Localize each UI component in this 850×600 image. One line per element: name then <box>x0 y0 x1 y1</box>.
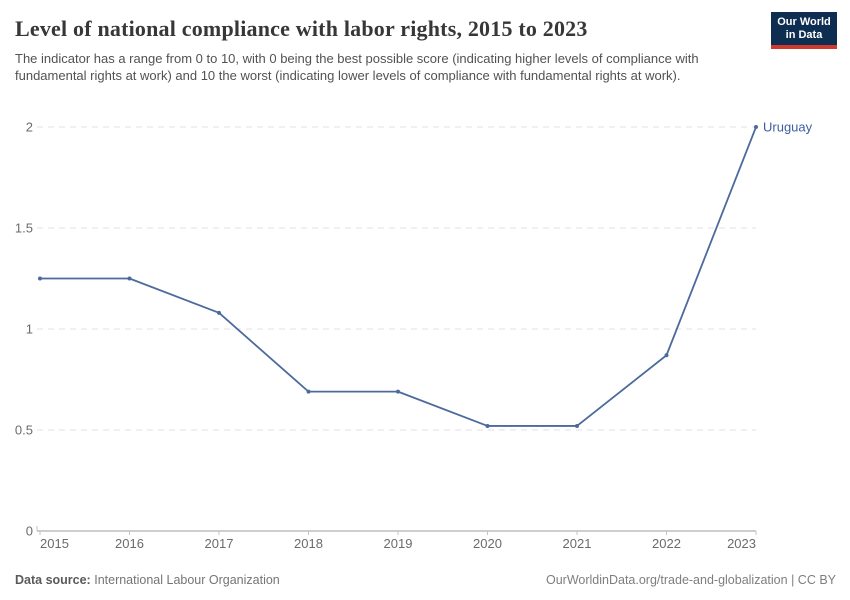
footer-credit: OurWorldinData.org/trade-and-globalizati… <box>546 573 836 587</box>
x-axis-tick-label: 2020 <box>473 536 502 551</box>
y-axis-tick-label: 0.5 <box>15 423 33 438</box>
data-point <box>38 276 42 281</box>
data-source-label: Data source: <box>15 573 91 587</box>
data-point <box>217 310 221 315</box>
x-axis-tick-label: 2023 <box>727 536 756 551</box>
x-axis-tick-label: 2016 <box>115 536 144 551</box>
data-point <box>754 125 758 129</box>
data-source-value: International Labour Organization <box>94 573 280 587</box>
x-axis-tick-label: 2021 <box>563 536 592 551</box>
x-axis-tick-label: 2018 <box>294 536 323 551</box>
x-axis-tick-label: 2017 <box>205 536 234 551</box>
chart-footer: Data source: International Labour Organi… <box>15 573 836 587</box>
owid-url-link[interactable]: OurWorldinData.org/trade-and-globalizati… <box>546 573 788 587</box>
x-axis-tick-label: 2022 <box>652 536 681 551</box>
owid-logo[interactable]: Our World in Data <box>771 12 837 49</box>
data-point <box>127 276 132 281</box>
y-axis-tick-label: 1.5 <box>15 221 33 236</box>
page-title: Level of national compliance with labor … <box>15 16 588 41</box>
data-source: Data source: International Labour Organi… <box>15 573 280 587</box>
y-axis-tick-label: 0 <box>26 524 33 539</box>
data-point <box>664 353 669 358</box>
license-link[interactable]: CC BY <box>797 573 836 587</box>
owid-logo-line1: Our World <box>777 15 831 28</box>
x-axis-tick-label: 2015 <box>40 536 69 551</box>
x-axis-tick-label: 2019 <box>384 536 413 551</box>
data-point <box>575 423 579 428</box>
footer-divider: | <box>791 573 795 587</box>
data-point <box>396 389 400 394</box>
data-point <box>306 389 311 394</box>
series-end-label[interactable]: Uruguay <box>763 120 813 135</box>
owid-logo-line2: in Data <box>785 28 823 41</box>
data-point <box>485 423 490 428</box>
y-axis-tick-label: 2 <box>26 120 33 135</box>
y-axis-tick-label: 1 <box>26 322 33 337</box>
series-line-uruguay[interactable] <box>39 126 757 427</box>
chart-subtitle: The indicator has a range from 0 to 10, … <box>15 51 699 83</box>
